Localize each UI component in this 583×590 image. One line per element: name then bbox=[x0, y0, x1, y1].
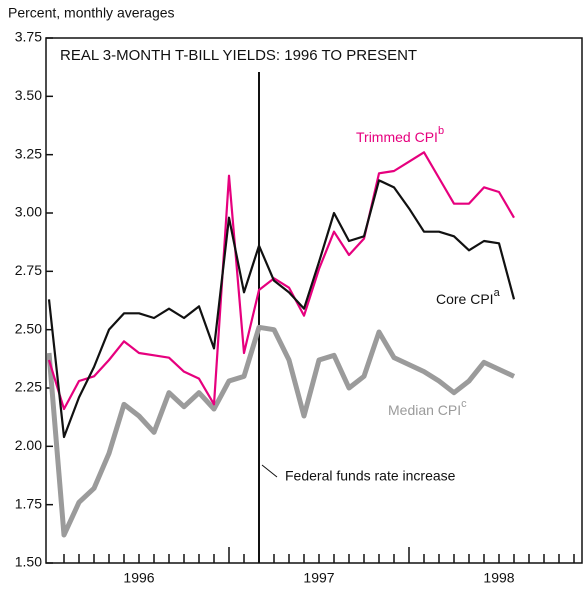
event-leader bbox=[261, 464, 278, 478]
series-name: Median CPI bbox=[388, 402, 461, 418]
y-tick-label: 3.75 bbox=[15, 29, 42, 45]
event-label: Federal funds rate increase bbox=[285, 468, 456, 484]
x-tick-label: 1997 bbox=[303, 570, 334, 586]
series-note: a bbox=[494, 287, 501, 299]
series-note: b bbox=[438, 125, 444, 137]
series-name: Trimmed CPI bbox=[356, 129, 438, 145]
chart-title: REAL 3-MONTH T-BILL YIELDS: 1996 TO PRES… bbox=[60, 47, 417, 64]
y-tick-label: 3.25 bbox=[15, 145, 42, 161]
y-tick-label: 3.00 bbox=[15, 204, 42, 220]
series-label: Median CPIc bbox=[388, 398, 467, 418]
x-tick-label: 1996 bbox=[123, 570, 154, 586]
y-tick-label: 2.50 bbox=[15, 320, 42, 336]
x-tick-label: 1998 bbox=[483, 570, 514, 586]
plot-frame bbox=[45, 37, 583, 564]
series-note: c bbox=[461, 398, 467, 410]
y-tick-label: 2.00 bbox=[15, 437, 42, 453]
y-tick-label: 1.75 bbox=[15, 495, 42, 511]
y-tick-label: 3.50 bbox=[15, 87, 42, 103]
y-tick-label: 1.50 bbox=[15, 554, 42, 570]
series-label: Core CPIa bbox=[436, 287, 501, 307]
y-tick-label: 2.75 bbox=[15, 262, 42, 278]
series-label: Trimmed CPIb bbox=[356, 125, 444, 145]
series-name: Core CPI bbox=[436, 291, 494, 307]
y-axis-label: Percent, monthly averages bbox=[8, 5, 175, 21]
series-line bbox=[47, 151, 515, 411]
series-line bbox=[47, 179, 516, 439]
series-line bbox=[46, 324, 516, 538]
y-tick-label: 2.25 bbox=[15, 379, 42, 395]
